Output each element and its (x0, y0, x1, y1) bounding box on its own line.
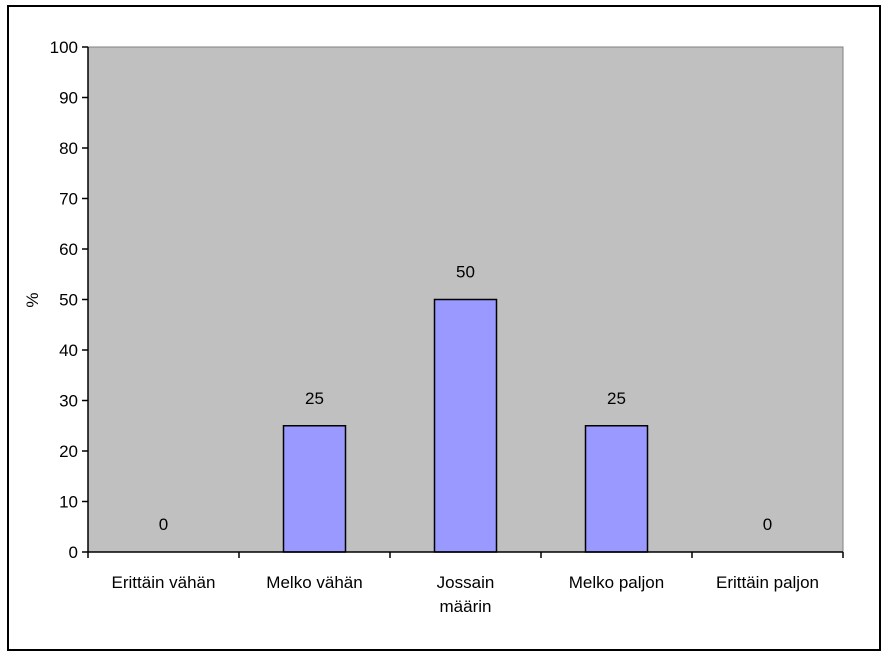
x-tick-label: Melko vähän (266, 573, 362, 592)
y-tick-label: 70 (59, 190, 78, 209)
data-label: 0 (159, 515, 168, 534)
bar (282, 425, 347, 553)
x-tick-label: Jossain (437, 573, 495, 592)
bar (433, 298, 498, 553)
y-tick-label: 30 (59, 392, 78, 411)
data-label: 50 (456, 263, 475, 282)
data-label: 25 (607, 389, 626, 408)
y-tick-label: 100 (50, 38, 78, 57)
x-tick-label: Erittäin paljon (716, 573, 819, 592)
y-tick-label: 80 (59, 139, 78, 158)
y-tick-label: 0 (69, 543, 78, 562)
x-tick-label: määrin (440, 597, 492, 616)
data-label: 0 (763, 515, 772, 534)
y-tick-label: 60 (59, 240, 78, 259)
x-axis: Erittäin vähän Melko vähän Jossain määrin Me… (87, 551, 844, 616)
data-labels-group: 0 25 50 25 0 (159, 263, 772, 535)
y-tick-label: 90 (59, 89, 78, 108)
bar (584, 425, 649, 553)
x-tick-label: Erittäin vähän (112, 573, 216, 592)
y-tick-label: 10 (59, 493, 78, 512)
y-axis-label: % (23, 292, 42, 307)
y-tick-label: 20 (59, 442, 78, 461)
x-tick-label: Melko paljon (569, 573, 664, 592)
data-label: 25 (305, 389, 324, 408)
y-tick-label: 50 (59, 291, 78, 310)
y-tick-label: 40 (59, 341, 78, 360)
bars-group (282, 298, 649, 553)
y-axis: 0 10 20 30 40 50 60 70 80 90 100 (50, 38, 89, 562)
